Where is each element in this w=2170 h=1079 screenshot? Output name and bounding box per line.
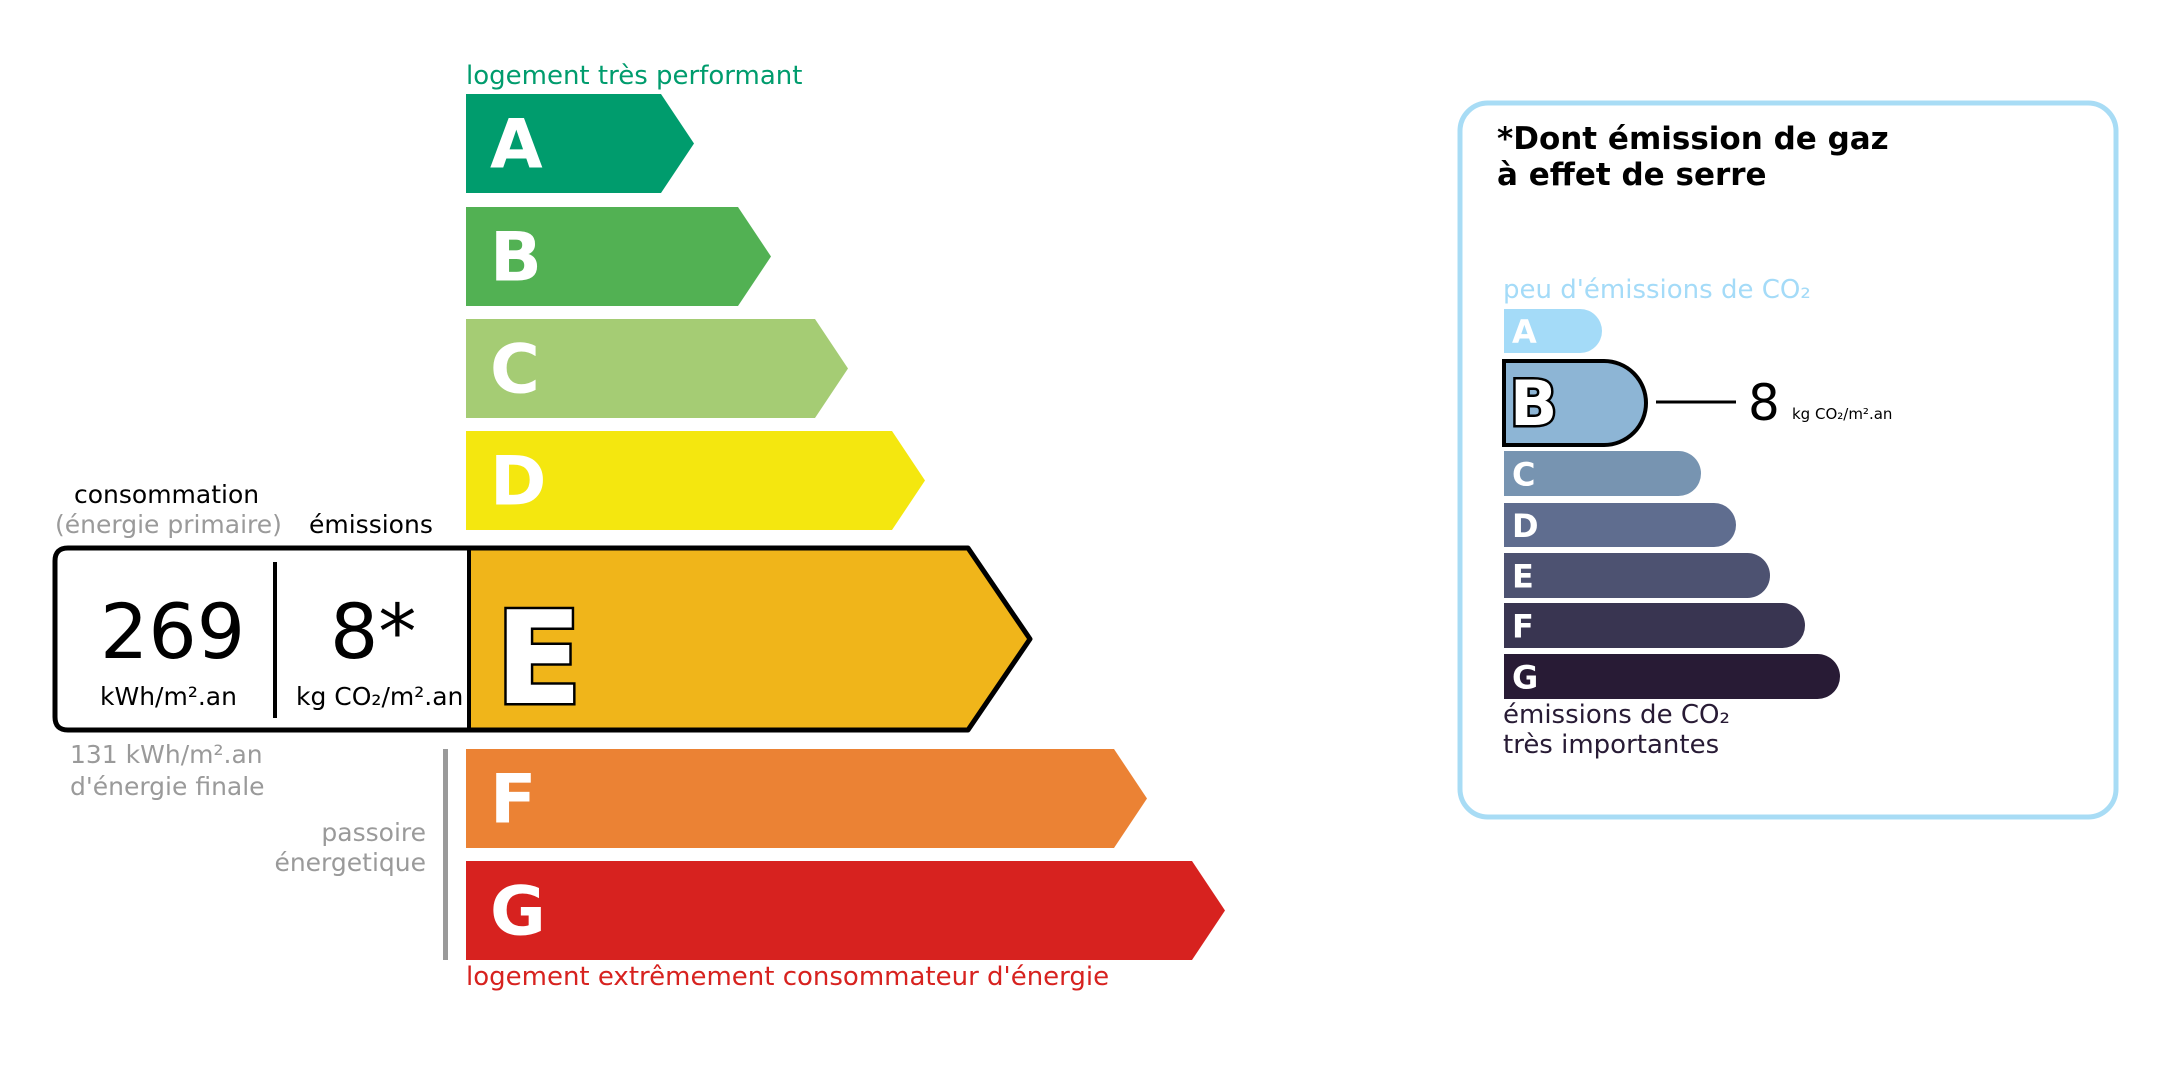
energy-bar-g — [466, 861, 1225, 960]
energy-bar-b — [466, 207, 771, 306]
consumption-label: consommation — [74, 480, 260, 509]
ges-bar-e — [1504, 553, 1771, 598]
ges-bar-b — [1502, 359, 1648, 447]
energy-bar-d — [466, 431, 925, 530]
consumption-value: 269 — [100, 587, 246, 676]
ges-bar-d — [1504, 503, 1736, 547]
ges-panel-border — [1457, 100, 2119, 820]
passoire-line2: énergetique — [274, 848, 426, 877]
ges-title-line1: *Dont émission de gaz — [1497, 121, 1889, 157]
energy-letter-d: D — [490, 443, 546, 522]
energy-bar-f — [466, 749, 1147, 848]
consumption-sublabel: (énergie primaire) — [55, 510, 282, 539]
final-energy-label: d'énergie finale — [70, 772, 265, 801]
ges-letter-c: C — [1512, 456, 1535, 494]
energy-bar-c — [466, 319, 848, 418]
energy-letter-g: G — [490, 873, 546, 952]
energy-bar-a — [466, 94, 694, 193]
emissions-unit: kg CO₂/m².an — [296, 682, 464, 711]
energy-letter-a: A — [490, 106, 543, 185]
ges-bar-c — [1504, 451, 1701, 496]
ges-letter-g: G — [1512, 659, 1538, 697]
energy-bottom-label: logement extrêmement consommateur d'éner… — [466, 962, 1110, 992]
ges-bar-f — [1504, 603, 1805, 648]
current-class-frame — [52, 545, 1033, 733]
energy-letter-e: E — [495, 585, 582, 734]
ges-bottom-line1: émissions de CO₂ — [1503, 700, 1730, 730]
ges-bar-a — [1504, 309, 1602, 353]
final-energy-value: 131 kWh/m².an — [70, 740, 263, 769]
ges-letter-e: E — [1512, 558, 1534, 596]
emissions-label: émissions — [309, 510, 433, 539]
energy-top-label: logement très performant — [466, 61, 803, 91]
energy-letter-b: B — [490, 219, 542, 298]
ges-letter-a: A — [1512, 313, 1537, 351]
ges-letter-f: F — [1512, 608, 1534, 646]
energy-letter-f: F — [490, 761, 536, 840]
energy-letter-c: C — [490, 331, 540, 410]
ges-letter-b: B — [1510, 367, 1557, 440]
ges-bar-g — [1504, 654, 1840, 699]
passoire-line1: passoire — [321, 818, 426, 847]
ges-unit: kg CO₂/m².an — [1792, 405, 1893, 423]
consumption-unit: kWh/m².an — [100, 682, 237, 711]
ges-value: 8 — [1748, 374, 1780, 432]
emissions-value: 8* — [330, 587, 417, 676]
ges-title-line2: à effet de serre — [1497, 157, 1767, 193]
energy-bar-e — [469, 548, 1030, 730]
ges-top-label: peu d'émissions de CO₂ — [1503, 275, 1811, 305]
passoire-bar — [443, 749, 448, 960]
ges-bottom-line2: très importantes — [1503, 730, 1720, 760]
ges-letter-d: D — [1512, 507, 1539, 545]
